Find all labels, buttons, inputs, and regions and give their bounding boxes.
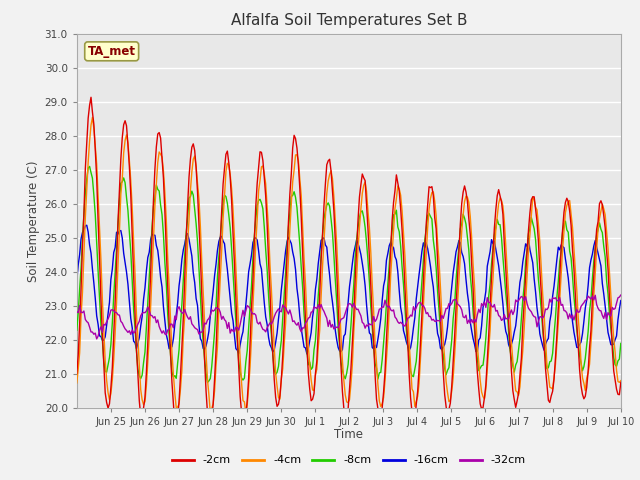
Legend: -2cm, -4cm, -8cm, -16cm, -32cm: -2cm, -4cm, -8cm, -16cm, -32cm bbox=[167, 451, 531, 470]
Text: TA_met: TA_met bbox=[88, 45, 136, 58]
Title: Alfalfa Soil Temperatures Set B: Alfalfa Soil Temperatures Set B bbox=[230, 13, 467, 28]
X-axis label: Time: Time bbox=[334, 429, 364, 442]
Y-axis label: Soil Temperature (C): Soil Temperature (C) bbox=[28, 160, 40, 282]
